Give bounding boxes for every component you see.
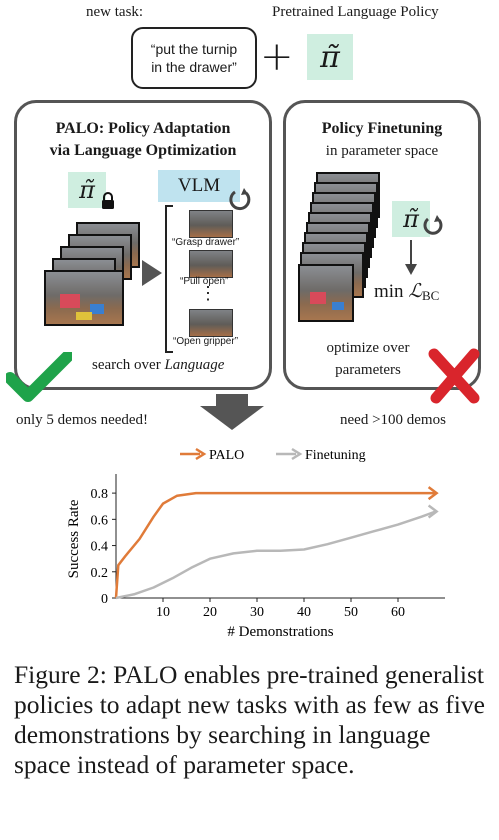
finetuning-panel-title: Policy Finetuning in parameter space — [283, 118, 481, 162]
loop-arrow-icon — [423, 215, 443, 235]
success-rate-chart: PALO Finetuning 10 20 30 40 50 60 0 0.2 0.4 0.6 0.… — [66, 447, 445, 640]
series-arrowhead-palo — [427, 486, 439, 501]
palo-title-line2: via Language Optimization — [49, 142, 237, 159]
instruction-image — [189, 309, 233, 337]
vertical-ellipsis: ⋮ — [199, 283, 217, 304]
instruction-label: “Grasp drawer” — [172, 237, 240, 248]
policy-symbol: π̃ — [79, 176, 95, 204]
y-tick-label: 0 — [101, 592, 108, 607]
lock-icon — [102, 192, 114, 209]
instruction-image — [189, 250, 233, 278]
series-arrowhead-finetuning — [427, 504, 439, 519]
x-tick-label: 60 — [391, 605, 405, 620]
task-prompt-line1: “put the turnip — [150, 41, 238, 57]
x-tick-label: 40 — [297, 605, 311, 620]
pretrained-policy-tile: π̃ — [307, 34, 353, 80]
plus-sign: + — [260, 34, 294, 80]
footer-emph: Language — [164, 357, 225, 373]
finetune-image-stack — [298, 172, 380, 332]
palo-title-line1: PALO: Policy Adaptation — [55, 120, 231, 137]
finetuning-title-line1: Policy Finetuning — [321, 120, 443, 137]
bracket-icon — [165, 205, 173, 353]
search-over-language: search over Language — [92, 357, 224, 374]
finetuning-title-line2: in parameter space — [325, 143, 439, 159]
vlm-box: VLM — [158, 170, 240, 202]
loss-symbol: ℒ — [408, 281, 422, 302]
optimize-over-parameters: optimize over parameters — [303, 337, 433, 381]
right-note: need >100 demos — [340, 412, 446, 428]
min-label: min — [374, 281, 409, 302]
palo-panel-title: PALO: Policy Adaptation via Language Opt… — [14, 118, 272, 162]
down-block-arrow-icon — [200, 394, 264, 430]
series-line-finetuning — [115, 510, 437, 600]
chart-legend: PALO Finetuning — [180, 447, 366, 463]
down-arrow-icon — [405, 240, 417, 275]
y-tick-label: 0.6 — [91, 513, 109, 528]
min-loss-expression: min ℒBC — [374, 280, 439, 304]
loop-arrow-icon — [229, 188, 251, 211]
palo-panel — [14, 100, 272, 390]
task-prompt-line2: in the drawer” — [151, 59, 237, 75]
footer-line2: parameters — [335, 362, 401, 378]
legend-arrow-finetuning — [291, 447, 303, 461]
instruction-label: “Open gripper” — [173, 336, 239, 347]
policy-symbol: π̃ — [320, 39, 340, 75]
loss-subscript: BC — [422, 288, 440, 303]
cross-icon — [428, 348, 480, 404]
x-tick-label: 50 — [344, 605, 358, 620]
finetuning-panel — [283, 100, 481, 390]
x-tick-label: 20 — [203, 605, 217, 620]
demo-frame — [44, 270, 124, 326]
plot-series — [114, 486, 439, 600]
y-tick-label: 0.4 — [91, 540, 109, 555]
figure-caption: Figure 2: PALO enables pre-trained gener… — [14, 660, 485, 779]
legend-label-finetuning: Finetuning — [305, 448, 366, 463]
trainable-policy-tile: π̃ — [392, 201, 430, 237]
instruction-label: “Pull open” — [180, 276, 229, 287]
series-line-palo — [114, 491, 436, 599]
demo-image-stack — [40, 222, 140, 332]
vlm-label: VLM — [177, 175, 221, 196]
plot-axes: 10 20 30 40 50 60 0 0.2 0.4 0.6 0.8 — [91, 474, 445, 620]
task-prompt-box: “put the turnip in the drawer” — [131, 27, 257, 89]
footer-prefix: search over — [92, 357, 165, 373]
footer-line1: optimize over — [326, 340, 410, 356]
y-tick-label: 0.8 — [91, 487, 109, 502]
y-tick-label: 0.2 — [91, 566, 109, 581]
frozen-policy-tile: π̃ — [68, 172, 106, 208]
x-tick-label: 30 — [250, 605, 264, 620]
instruction-image — [189, 210, 233, 238]
demo-frame — [298, 264, 354, 322]
y-axis-label: Success Rate — [66, 499, 82, 578]
legend-arrow-palo — [195, 447, 207, 461]
checkmark-icon — [6, 352, 72, 402]
x-tick-label: 10 — [156, 605, 170, 620]
left-note: only 5 demos needed! — [16, 412, 149, 428]
pretrained-policy-label: Pretrained Language Policy — [272, 4, 439, 20]
new-task-label: new task: — [86, 4, 144, 20]
x-axis-label: # Demonstrations — [227, 624, 333, 640]
policy-symbol: π̃ — [403, 205, 419, 233]
legend-label-palo: PALO — [209, 448, 244, 463]
right-arrow-icon — [142, 260, 162, 286]
